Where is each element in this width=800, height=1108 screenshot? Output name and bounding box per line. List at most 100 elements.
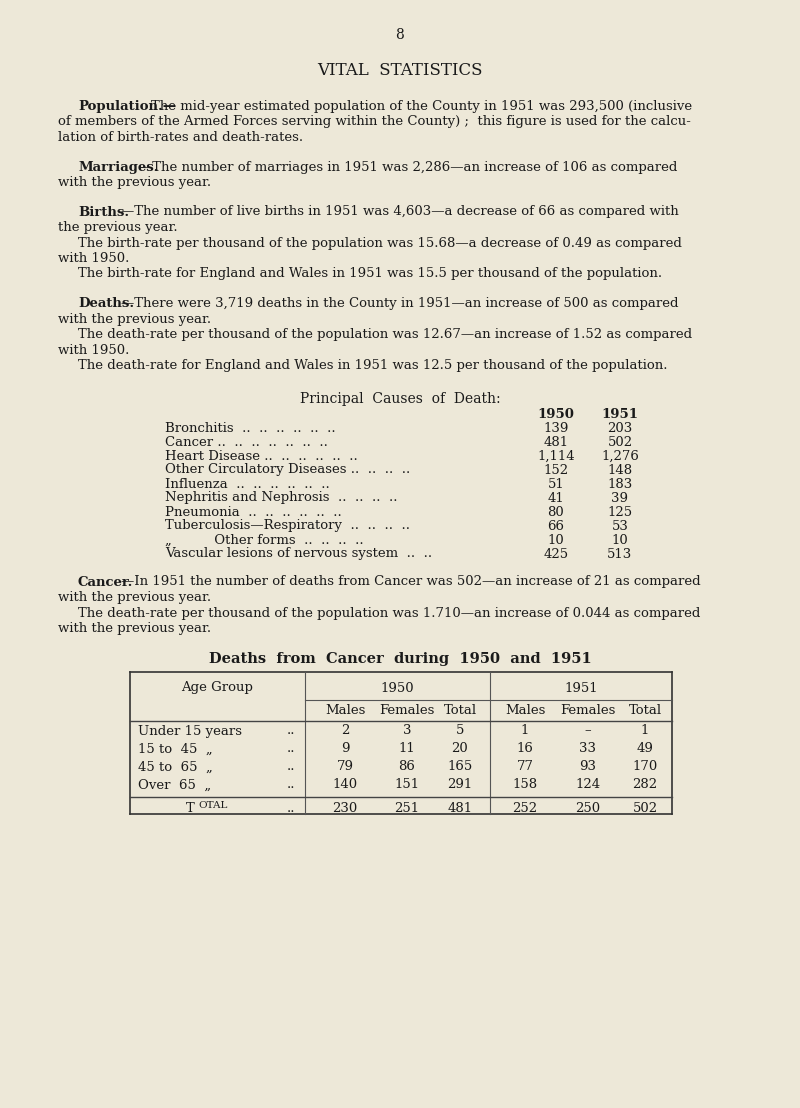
Text: ..: .. [287,742,295,756]
Text: Total: Total [443,705,477,718]
Text: 45 to  65  „: 45 to 65 „ [138,760,213,773]
Text: The birth-rate for England and Wales in 1951 was 15.5 per thousand of the popula: The birth-rate for England and Wales in … [78,267,662,280]
Text: 1950: 1950 [381,681,414,695]
Text: 502: 502 [607,435,633,449]
Text: Age Group: Age Group [182,681,254,695]
Text: Population.—: Population.— [78,100,176,113]
Text: Females: Females [560,705,616,718]
Text: 481: 481 [447,801,473,814]
Text: 16: 16 [517,742,534,756]
Text: 282: 282 [633,779,658,791]
Text: 51: 51 [548,478,564,491]
Text: Principal  Causes  of  Death:: Principal Causes of Death: [300,392,500,407]
Text: Under 15 years: Under 15 years [138,725,242,738]
Text: 9: 9 [341,742,350,756]
Text: –: – [585,725,591,738]
Text: Tuberculosis—Respiratory  ..  ..  ..  ..: Tuberculosis—Respiratory .. .. .. .. [165,520,410,533]
Text: T: T [186,801,194,814]
Text: —The number of marriages in 1951 was 2,286—an increase of 106 as compared: —The number of marriages in 1951 was 2,2… [139,161,678,174]
Text: 66: 66 [547,520,565,533]
Text: Total: Total [629,705,662,718]
Text: 251: 251 [394,801,419,814]
Text: Cancer ..  ..  ..  ..  ..  ..  ..: Cancer .. .. .. .. .. .. .. [165,435,328,449]
Text: Bronchitis  ..  ..  ..  ..  ..  ..: Bronchitis .. .. .. .. .. .. [165,421,336,434]
Text: 252: 252 [513,801,538,814]
Text: 152: 152 [543,463,569,476]
Text: ..: .. [287,779,295,791]
Text: Deaths.: Deaths. [78,297,134,310]
Text: 230: 230 [332,801,358,814]
Text: 39: 39 [611,492,629,504]
Text: 1: 1 [521,725,529,738]
Text: Cancer.: Cancer. [78,575,134,588]
Text: 1: 1 [641,725,649,738]
Text: 15 to  45  „: 15 to 45 „ [138,742,213,756]
Text: —The number of live births in 1951 was 4,603—a decrease of 66 as compared with: —The number of live births in 1951 was 4… [121,205,678,218]
Text: Heart Disease ..  ..  ..  ..  ..  ..: Heart Disease .. .. .. .. .. .. [165,450,358,462]
Text: ..: .. [287,760,295,773]
Text: 53: 53 [611,520,629,533]
Text: 8: 8 [396,28,404,42]
Text: VITAL  STATISTICS: VITAL STATISTICS [318,62,482,79]
Text: 183: 183 [607,478,633,491]
Text: The death-rate per thousand of the population was 1.710—an increase of 0.044 as : The death-rate per thousand of the popul… [78,606,700,619]
Text: Over  65  „: Over 65 „ [138,779,211,791]
Text: with the previous year.: with the previous year. [58,591,211,604]
Text: 125: 125 [607,505,633,519]
Text: 10: 10 [612,533,628,546]
Text: 170: 170 [632,760,658,773]
Text: 86: 86 [398,760,415,773]
Text: 79: 79 [337,760,354,773]
Text: The mid-year estimated population of the County in 1951 was 293,500 (inclusive: The mid-year estimated population of the… [151,100,692,113]
Text: —In 1951 the number of deaths from Cancer was 502—an increase of 21 as compared: —In 1951 the number of deaths from Cance… [121,575,700,588]
Text: 3: 3 [402,725,411,738]
Text: 203: 203 [607,421,633,434]
Text: 77: 77 [517,760,534,773]
Text: ..: .. [287,725,295,738]
Text: the previous year.: the previous year. [58,220,178,234]
Text: Females: Females [379,705,434,718]
Text: 1950: 1950 [538,408,574,421]
Text: The birth-rate per thousand of the population was 15.68—a decrease of 0.49 as co: The birth-rate per thousand of the popul… [78,236,682,249]
Text: The death-rate for England and Wales in 1951 was 12.5 per thousand of the popula: The death-rate for England and Wales in … [78,359,667,372]
Text: Males: Males [325,705,365,718]
Text: 139: 139 [543,421,569,434]
Text: 41: 41 [548,492,564,504]
Text: 148: 148 [607,463,633,476]
Text: 10: 10 [548,533,564,546]
Text: 513: 513 [607,547,633,561]
Text: —There were 3,719 deaths in the County in 1951—an increase of 500 as compared: —There were 3,719 deaths in the County i… [121,297,678,310]
Text: 1951: 1951 [602,408,638,421]
Text: Pneumonia  ..  ..  ..  ..  ..  ..: Pneumonia .. .. .. .. .. .. [165,505,342,519]
Text: 1951: 1951 [564,681,598,695]
Text: lation of birth-rates and death-rates.: lation of birth-rates and death-rates. [58,131,303,144]
Text: Vascular lesions of nervous system  ..  ..: Vascular lesions of nervous system .. .. [165,547,432,561]
Text: 11: 11 [398,742,415,756]
Text: 80: 80 [548,505,564,519]
Text: 124: 124 [575,779,601,791]
Text: with the previous year.: with the previous year. [58,622,211,635]
Text: 20: 20 [452,742,468,756]
Text: 1,114: 1,114 [537,450,575,462]
Text: with the previous year.: with the previous year. [58,312,211,326]
Text: 49: 49 [637,742,654,756]
Text: Marriages.: Marriages. [78,161,158,174]
Text: of members of the Armed Forces serving within the County) ;  this figure is used: of members of the Armed Forces serving w… [58,115,691,129]
Text: 250: 250 [575,801,601,814]
Text: ..: .. [287,801,295,814]
Text: Nephritis and Nephrosis  ..  ..  ..  ..: Nephritis and Nephrosis .. .. .. .. [165,492,398,504]
Text: 1,276: 1,276 [601,450,639,462]
Text: 425: 425 [543,547,569,561]
Text: with the previous year.: with the previous year. [58,176,211,189]
Text: Other Circulatory Diseases ..  ..  ..  ..: Other Circulatory Diseases .. .. .. .. [165,463,410,476]
Text: with 1950.: with 1950. [58,343,130,357]
Text: 33: 33 [579,742,597,756]
Text: 93: 93 [579,760,597,773]
Text: 158: 158 [513,779,538,791]
Text: 481: 481 [543,435,569,449]
Text: 151: 151 [394,779,419,791]
Text: 502: 502 [633,801,658,814]
Text: with 1950.: with 1950. [58,252,130,265]
Text: „          Other forms  ..  ..  ..  ..: „ Other forms .. .. .. .. [165,533,364,546]
Text: Influenza  ..  ..  ..  ..  ..  ..: Influenza .. .. .. .. .. .. [165,478,330,491]
